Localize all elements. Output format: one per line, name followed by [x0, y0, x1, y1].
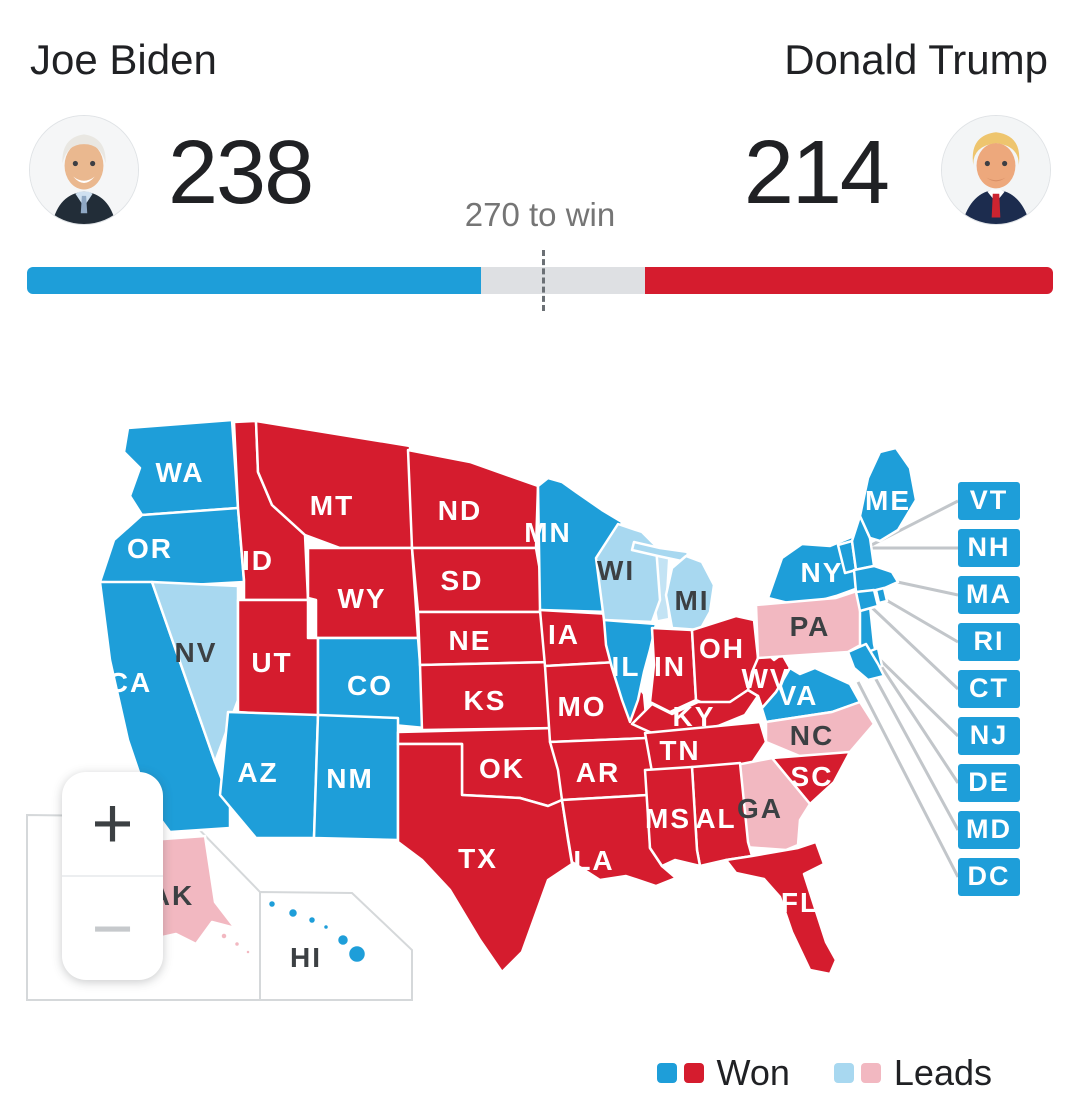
callout-box-ct[interactable]	[958, 670, 1020, 708]
state-or[interactable]	[98, 506, 246, 587]
state-hi[interactable]	[266, 898, 368, 965]
gop-bar-segment	[644, 267, 1053, 294]
state-tx[interactable]	[396, 742, 574, 974]
callout-box-ma[interactable]	[958, 576, 1020, 614]
state-ak[interactable]	[148, 834, 252, 956]
state-nd[interactable]	[406, 448, 540, 550]
dem-bar-segment	[27, 267, 481, 294]
legend-leads-gop-swatch	[860, 1063, 881, 1083]
state-az[interactable]	[218, 710, 320, 840]
state-sd[interactable]	[410, 546, 544, 614]
state-ct[interactable]	[854, 588, 880, 613]
state-md[interactable]	[846, 642, 886, 682]
legend-won-label: Won	[716, 1052, 790, 1093]
legend-won-gop-swatch	[683, 1063, 704, 1083]
state-nh[interactable]	[850, 514, 876, 572]
state-me[interactable]	[858, 446, 918, 543]
legend-leads-dem-swatch	[833, 1063, 854, 1083]
state-wa[interactable]	[122, 418, 240, 517]
callout-box-md[interactable]	[958, 811, 1020, 849]
state-ga[interactable]	[734, 756, 812, 852]
threshold-label: 270 to win	[464, 196, 616, 233]
legend-leads-label: Leads	[893, 1052, 992, 1093]
win-threshold-marker	[541, 250, 545, 311]
dem-vote-count: 238	[168, 123, 314, 223]
gop-vote-count: 214	[743, 123, 890, 223]
state-nc[interactable]	[764, 700, 876, 759]
state-nm[interactable]	[312, 713, 400, 842]
electoral-progress-bar	[27, 250, 1053, 311]
map-zoom-control: + −	[62, 772, 163, 980]
map-legend: Won Leads	[656, 1052, 992, 1094]
biden-avatar	[30, 116, 138, 224]
state-fl[interactable]	[724, 840, 838, 976]
callout-boxes[interactable]: VT NH MA RI CT NJ DE MD DC	[958, 482, 1020, 896]
gop-candidate-name: Donald Trump	[784, 36, 1048, 83]
state-mi[interactable]	[664, 554, 716, 632]
callout-box-vt[interactable]	[958, 482, 1020, 520]
state-in[interactable]	[648, 626, 698, 714]
state-ut[interactable]	[236, 598, 320, 720]
callout-box-de[interactable]	[958, 764, 1020, 802]
state-ks[interactable]	[418, 660, 558, 732]
state-tn[interactable]	[643, 720, 768, 774]
trump-portrait	[942, 116, 1050, 224]
undecided-bar-segment	[480, 267, 645, 294]
state-ar[interactable]	[548, 736, 654, 802]
state-ne[interactable]	[416, 610, 554, 667]
callout-box-dc[interactable]	[958, 858, 1020, 896]
trump-avatar	[942, 116, 1050, 224]
state-wy[interactable]	[306, 546, 420, 640]
callout-box-nj[interactable]	[958, 717, 1020, 755]
state-ma[interactable]	[852, 564, 900, 594]
state-ri[interactable]	[874, 586, 889, 605]
hawaii-inset-frame	[259, 890, 413, 1001]
zoom-out-button[interactable]: −	[62, 875, 163, 980]
zoom-in-button[interactable]: +	[91, 783, 134, 864]
biden-portrait	[30, 116, 138, 224]
dem-candidate-name: Joe Biden	[30, 36, 217, 83]
legend-won-dem-swatch	[656, 1063, 677, 1083]
callout-box-ri[interactable]	[958, 623, 1020, 661]
callout-box-nh[interactable]	[958, 529, 1020, 567]
state-ms[interactable]	[643, 765, 702, 868]
